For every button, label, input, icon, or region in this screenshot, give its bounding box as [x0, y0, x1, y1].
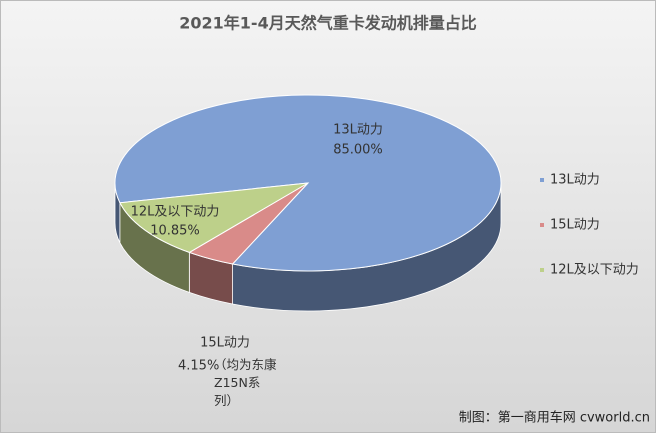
annotation: （均为东康Z15N系列）	[214, 357, 277, 408]
data-label-name: 13L动力	[333, 123, 383, 138]
slice	[114, 94, 502, 272]
data-label-name: 15L动力	[200, 336, 250, 351]
pie	[114, 94, 502, 312]
data-label-value: 85.00%	[333, 143, 383, 158]
legend-marker	[540, 178, 544, 182]
legend-label: 12L及以下动力	[550, 263, 639, 278]
legend-label: 15L动力	[550, 218, 600, 233]
legend-marker	[540, 268, 544, 272]
chart-title: 2021年1-4月天然气重卡发动机排量占比	[179, 14, 476, 33]
legend-label: 13L动力	[550, 173, 600, 188]
data-label-value: 4.15%	[178, 359, 219, 374]
data-label-name: 12L及以下动力	[131, 205, 220, 220]
slice	[119, 182, 309, 253]
data-label-value: 10.85%	[150, 224, 200, 239]
source: 制图：第一商用车网 cvworld.cn	[459, 410, 650, 426]
legend-marker	[540, 223, 544, 227]
